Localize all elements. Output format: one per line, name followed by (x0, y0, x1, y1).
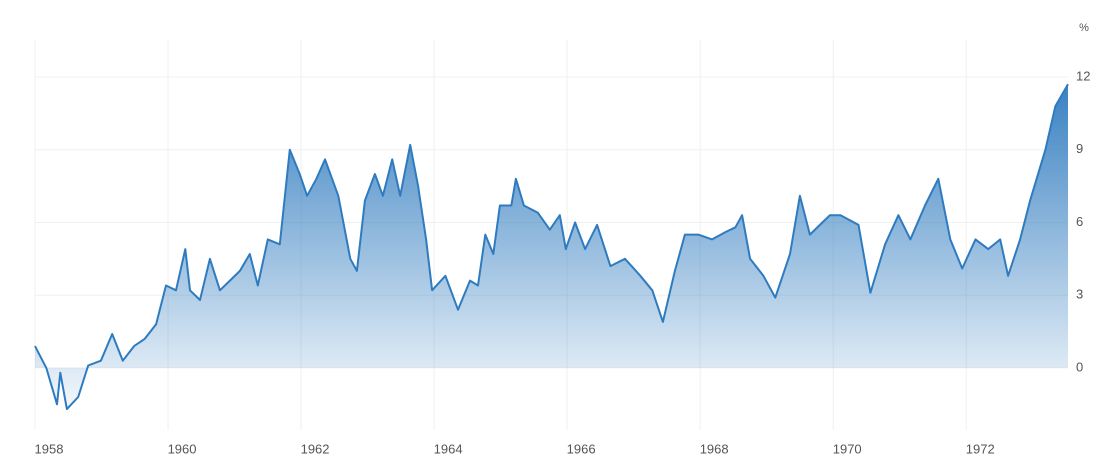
y-tick-label: 6 (1076, 214, 1083, 229)
x-tick-label: 1970 (833, 441, 862, 456)
y-tick-label: 12 (1076, 68, 1090, 83)
x-tick-label: 1964 (434, 441, 463, 456)
x-tick-label: 1958 (35, 441, 64, 456)
y-unit: % (1079, 22, 1089, 34)
y-tick-label: 0 (1076, 359, 1083, 374)
x-tick-label: 1962 (301, 441, 330, 456)
x-tick-label: 1972 (966, 441, 995, 456)
x-tick-label: 1968 (700, 441, 729, 456)
x-tick-label: 1966 (567, 441, 596, 456)
y-tick-label: 3 (1076, 287, 1083, 302)
x-tick-label: 1960 (168, 441, 197, 456)
line (34, 83, 1069, 411)
y-tick-label: 9 (1076, 141, 1083, 156)
area-fill (35, 84, 1068, 410)
